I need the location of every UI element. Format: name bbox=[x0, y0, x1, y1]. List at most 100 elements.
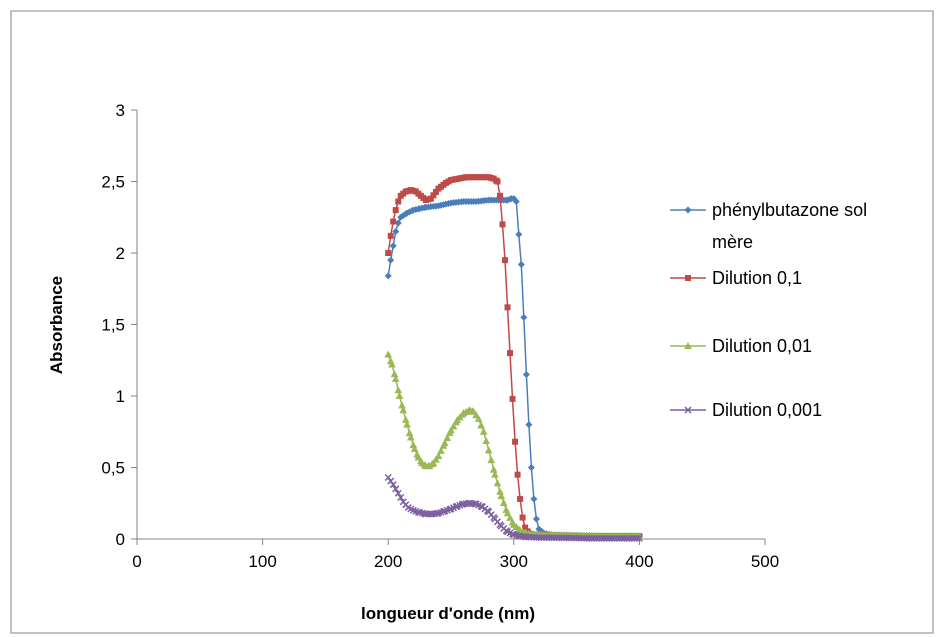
legend-label-line: mère bbox=[712, 232, 753, 252]
data-point bbox=[525, 421, 533, 429]
data-point bbox=[410, 444, 419, 452]
legend-marker bbox=[684, 206, 692, 214]
data-point bbox=[519, 514, 526, 521]
data-point bbox=[395, 198, 402, 205]
data-point bbox=[489, 465, 498, 473]
data-point bbox=[487, 456, 495, 464]
data-point bbox=[507, 350, 514, 357]
data-point bbox=[405, 429, 414, 437]
y-tick-label: 0 bbox=[116, 530, 125, 549]
data-point bbox=[394, 219, 402, 227]
legend-label: Dilution 0,1 bbox=[712, 268, 802, 288]
data-point bbox=[384, 272, 392, 280]
legend: phénylbutazone sol mère Dilution 0,1 Diluti… bbox=[670, 200, 867, 420]
y-axis-title: Absorbance bbox=[47, 276, 66, 374]
legend-marker bbox=[684, 342, 692, 349]
y-tick-label: 2,5 bbox=[101, 173, 125, 192]
y-tick-label: 3 bbox=[116, 101, 125, 120]
data-point bbox=[477, 421, 485, 429]
data-point bbox=[506, 513, 514, 521]
data-point bbox=[388, 360, 396, 368]
legend-item-3: Dilution 0,01 bbox=[670, 336, 812, 356]
data-point bbox=[503, 509, 512, 517]
data-point bbox=[504, 304, 511, 311]
data-point bbox=[397, 493, 405, 502]
data-point bbox=[479, 427, 488, 435]
data-point bbox=[399, 406, 408, 414]
y-tick-label: 1,5 bbox=[101, 316, 125, 335]
x-tick-label: 400 bbox=[625, 552, 653, 571]
data-point bbox=[493, 479, 502, 487]
data-point bbox=[496, 487, 504, 495]
x-tick-label: 200 bbox=[374, 552, 402, 571]
data-point bbox=[502, 257, 509, 264]
data-point bbox=[403, 420, 411, 428]
data-point bbox=[432, 188, 439, 195]
data-point bbox=[394, 489, 402, 497]
data-point bbox=[447, 426, 455, 434]
series-4 bbox=[384, 473, 643, 542]
legend-label-line: phénylbutazone sol bbox=[712, 200, 867, 220]
data-point bbox=[515, 230, 523, 238]
data-point bbox=[391, 374, 400, 382]
data-point bbox=[440, 439, 449, 447]
data-point bbox=[437, 446, 445, 454]
data-point bbox=[443, 434, 452, 442]
x-tick-label: 100 bbox=[248, 552, 276, 571]
data-point bbox=[387, 256, 395, 264]
data-point bbox=[512, 198, 520, 206]
legend-marker bbox=[685, 275, 691, 281]
legend-item-1: phénylbutazone sol mère bbox=[670, 200, 867, 252]
data-point bbox=[389, 242, 397, 250]
series-layer bbox=[384, 174, 644, 542]
data-point bbox=[430, 192, 437, 199]
data-point bbox=[532, 515, 540, 523]
data-point bbox=[522, 524, 529, 531]
x-tick-label: 500 bbox=[751, 552, 779, 571]
data-point bbox=[496, 192, 503, 199]
data-point bbox=[392, 207, 399, 214]
data-point bbox=[494, 178, 501, 185]
x-tick-label: 0 bbox=[132, 552, 141, 571]
data-point bbox=[512, 438, 519, 445]
data-point bbox=[474, 414, 483, 422]
legend-label: Dilution 0,001 bbox=[712, 400, 822, 420]
data-point bbox=[635, 534, 643, 542]
data-point bbox=[387, 477, 395, 485]
legend-label: phénylbutazone sol mère bbox=[712, 200, 867, 252]
data-point bbox=[517, 495, 524, 502]
legend-item-2: Dilution 0,1 bbox=[670, 268, 802, 288]
y-tick-label: 0,5 bbox=[101, 459, 125, 478]
data-point bbox=[384, 350, 392, 358]
legend-label: Dilution 0,01 bbox=[712, 336, 812, 356]
data-point bbox=[401, 415, 410, 423]
data-point bbox=[398, 401, 406, 409]
axes: 0 0,5 1 1,5 2 2,5 3 0 100 200 300 400 500 bbox=[101, 101, 779, 571]
data-point bbox=[429, 459, 438, 467]
data-point bbox=[530, 495, 538, 503]
legend-item-4: Dilution 0,001 bbox=[670, 400, 822, 420]
data-point bbox=[509, 395, 516, 402]
data-point bbox=[491, 470, 499, 478]
data-point bbox=[390, 218, 397, 225]
data-point bbox=[434, 452, 443, 460]
data-point bbox=[390, 370, 399, 378]
data-point bbox=[432, 455, 440, 463]
data-point bbox=[395, 392, 404, 399]
x-axis-title: longueur d'onde (nm) bbox=[361, 604, 535, 623]
data-point bbox=[517, 260, 525, 268]
data-point bbox=[389, 481, 397, 489]
data-point bbox=[394, 386, 403, 394]
data-point bbox=[384, 473, 392, 482]
legend-marker bbox=[684, 406, 692, 414]
data-point bbox=[633, 534, 641, 542]
y-tick-label: 2 bbox=[116, 244, 125, 263]
y-axis-title-group: Absorbance bbox=[47, 276, 66, 374]
data-point bbox=[497, 492, 506, 500]
data-point bbox=[514, 471, 521, 478]
data-point bbox=[392, 228, 400, 236]
y-tick-label: 1 bbox=[116, 387, 125, 406]
data-point bbox=[392, 485, 400, 493]
x-tick-label: 300 bbox=[500, 552, 528, 571]
data-point bbox=[484, 446, 493, 454]
